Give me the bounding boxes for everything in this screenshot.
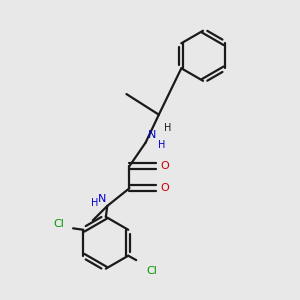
Text: H: H [164,123,172,133]
Text: Cl: Cl [146,266,157,276]
Text: Cl: Cl [53,219,64,229]
Text: N: N [98,194,106,205]
Text: N: N [148,130,156,140]
Text: O: O [160,183,169,193]
Text: H: H [158,140,165,150]
Text: O: O [160,161,169,171]
Text: H: H [91,198,98,208]
